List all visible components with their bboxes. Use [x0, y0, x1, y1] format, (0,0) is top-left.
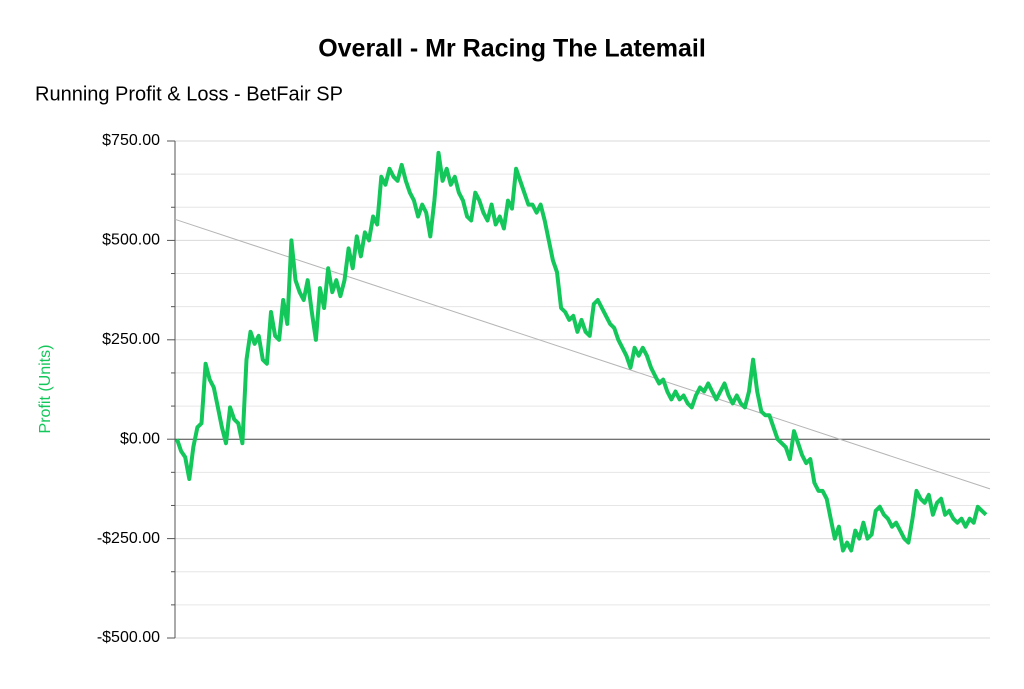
y-tick-label: $500.00	[102, 232, 160, 249]
chart-title: Overall - Mr Racing The Latemail	[318, 35, 706, 63]
y-axis-label: Profit (Units)	[37, 345, 54, 434]
chart-subtitle: Running Profit & Loss - BetFair SP	[35, 83, 343, 105]
trendline	[174, 218, 991, 490]
y-tick-label: $0.00	[120, 430, 160, 447]
profit-line	[175, 150, 988, 553]
y-tick-label: -$500.00	[97, 629, 160, 646]
y-tick-label: $250.00	[102, 331, 160, 348]
y-tick-label: -$250.00	[97, 530, 160, 547]
y-tick-label: $750.00	[102, 132, 160, 149]
